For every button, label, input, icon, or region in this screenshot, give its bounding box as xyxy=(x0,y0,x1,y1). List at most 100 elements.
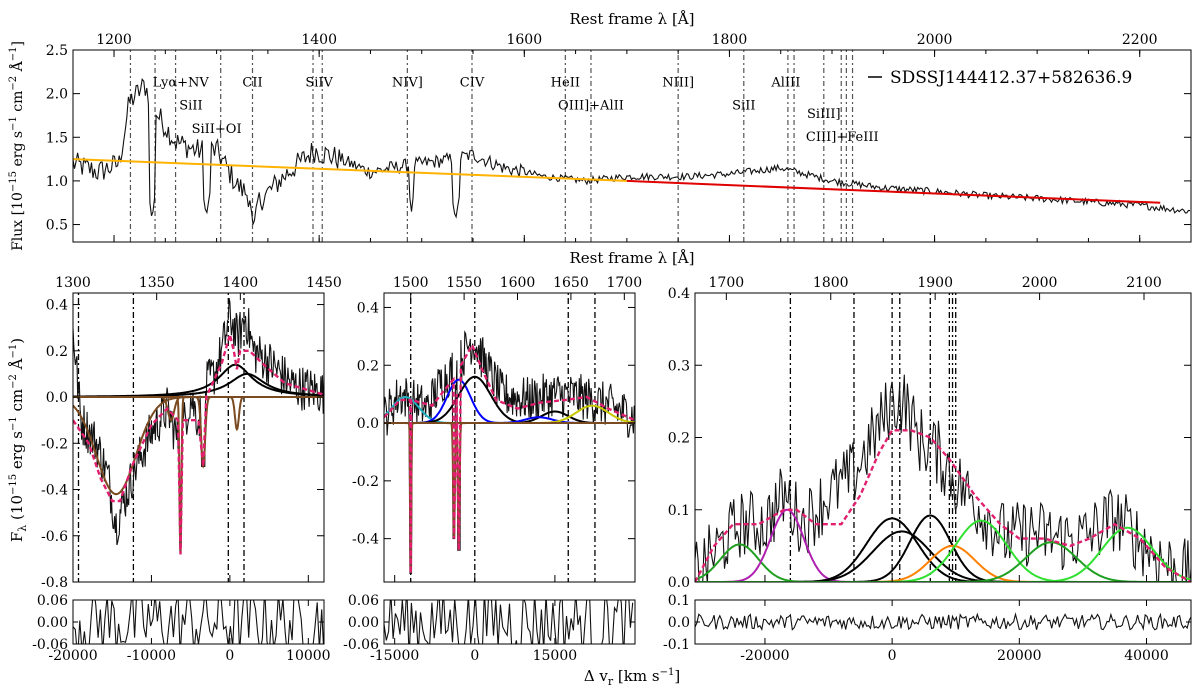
y-tick-label: -0.2 xyxy=(41,436,68,452)
x-tick-label: 10000 xyxy=(286,648,331,664)
panel-frame xyxy=(72,292,325,583)
residual-y-tick-label: -0.06 xyxy=(343,637,379,653)
residual-y-tick-label: 0.1 xyxy=(668,593,690,609)
top-x-tick-label: 1900 xyxy=(917,275,953,291)
residual-siiv: -0.06 0.00 0.06 -20000 -10000 0 10000 xyxy=(32,593,331,664)
y-tick-label: -0.4 xyxy=(41,483,68,499)
residual-frame xyxy=(694,599,1192,645)
line-label: OIII]+AlII xyxy=(558,98,624,113)
x-tick-label: 40000 xyxy=(1124,648,1169,664)
x-tick-label: 20000 xyxy=(997,648,1042,664)
top-x-tick-label: 1350 xyxy=(139,275,175,291)
top-xlabel: Rest frame λ [Å] xyxy=(569,10,694,28)
total-fit xyxy=(695,429,1191,582)
top-x-tick-label: 1500 xyxy=(393,275,429,291)
y-tick-label: 0.1 xyxy=(668,503,690,519)
top-ylabel: Flux [10−15 erg s−1 cm−2 Å−1] xyxy=(8,41,26,251)
line-label: NIII] xyxy=(662,76,694,91)
line-label: SiII+OI xyxy=(192,122,242,137)
gaussian-component xyxy=(695,519,1191,582)
residual-line xyxy=(695,612,1191,631)
absorption-component xyxy=(73,396,324,422)
y-tick-label: -0.8 xyxy=(41,575,68,591)
panel-ciii: 0.0 0.1 0.2 0.3 0.4 1700 1800 1900 2000 2100 xyxy=(668,275,1192,591)
absorption-component xyxy=(384,422,635,574)
top-x-tick-label: 1550 xyxy=(446,275,482,291)
plot-area xyxy=(384,293,635,582)
panel-civ: -0.4 -0.2 0.0 0.2 0.4 1500 1550 1600 1650 1700 xyxy=(352,275,642,583)
gaussian-component xyxy=(695,544,1191,582)
x-tick-label: 1800 xyxy=(712,32,748,48)
x-tick-label: 1600 xyxy=(506,32,542,48)
line-label: HeII xyxy=(551,76,580,91)
residual-y-tick-label: 0.0 xyxy=(668,615,690,631)
y-tick-label: 0.2 xyxy=(46,344,68,360)
spectrum-line xyxy=(695,374,1191,582)
top-x-tick-label: 1800 xyxy=(813,275,849,291)
x-tick-label: 2200 xyxy=(1122,32,1158,48)
y-tick-label: 0.2 xyxy=(357,358,379,374)
top-x-tick-label: 1300 xyxy=(55,275,91,291)
y-tick-label: 2.0 xyxy=(46,87,68,103)
line-label: SiIII] xyxy=(807,107,841,122)
y-tick-label: 0.3 xyxy=(668,358,690,374)
residual-area xyxy=(73,600,324,644)
line-label: SiIV xyxy=(305,76,333,91)
x-tick-label: -20000 xyxy=(48,648,97,664)
y-tick-label: 2.5 xyxy=(46,43,68,59)
y-tick-label: 0.0 xyxy=(668,575,690,591)
top-panel: Lyα+NV SiII SiII+OI CII SiIV NIV] CIV HeII OIII]… xyxy=(46,32,1192,243)
gaussian-component xyxy=(695,526,1191,582)
line-label: AlIII xyxy=(770,76,800,91)
spectrum-line xyxy=(73,78,1191,225)
plot-area xyxy=(695,293,1191,582)
y-tick-label: 0.2 xyxy=(668,431,690,447)
residual-y-tick-label: -0.1 xyxy=(663,637,690,653)
line-label: NIV] xyxy=(392,76,423,91)
absorption-component xyxy=(384,422,635,551)
top-x-tick-label: 1650 xyxy=(553,275,589,291)
top-frame xyxy=(72,49,1192,243)
residual-ciii: -0.1 0.0 0.1 -20000 0 20000 40000 xyxy=(663,593,1192,664)
residual-area xyxy=(384,600,634,644)
continuum-left xyxy=(73,158,627,182)
line-label: CIV xyxy=(460,76,485,91)
legend-label: SDSSJ144412.37+582636.9 xyxy=(890,68,1132,88)
x-tick-label: 0 xyxy=(470,648,479,664)
y-tick-label: -0.4 xyxy=(352,532,379,548)
x-tick-label: -10000 xyxy=(127,648,176,664)
y-tick-label: 0.4 xyxy=(357,300,379,316)
gaussian-component xyxy=(695,541,1191,582)
residual-y-tick-label: 0.06 xyxy=(348,593,379,609)
x-tick-label: -20000 xyxy=(740,648,789,664)
y-tick-label: 1.5 xyxy=(46,130,68,146)
residual-y-tick-label: 0.06 xyxy=(37,593,68,609)
gaussian-component xyxy=(695,514,1191,582)
plot-area xyxy=(73,293,324,582)
panel-siiv: -0.8 -0.6 -0.4 -0.2 0.0 0.2 0.4 1300 1350 1400 145… xyxy=(41,275,342,591)
line-label: CII xyxy=(242,76,262,91)
bottom-xlabel: Δ vr [km s−1] xyxy=(584,667,680,688)
top-x-tick-label: 1450 xyxy=(306,275,342,291)
total-fit xyxy=(73,329,324,555)
x-tick-label: 2000 xyxy=(917,32,953,48)
y-tick-label: 1.0 xyxy=(46,174,68,190)
line-label: SiII xyxy=(179,98,202,113)
y-tick-label: -0.2 xyxy=(352,474,379,490)
absorption-component xyxy=(384,422,635,538)
x-tick-label: -15000 xyxy=(370,648,419,664)
residual-line xyxy=(73,600,324,644)
panel-frame xyxy=(383,292,636,583)
y-tick-label: -0.6 xyxy=(41,529,68,545)
top-plot-area xyxy=(73,50,1191,242)
residual-area xyxy=(695,612,1191,631)
x-tick-label: 15000 xyxy=(533,648,578,664)
top-x-tick-label: 1700 xyxy=(606,275,642,291)
gaussian-component xyxy=(695,508,1191,582)
spectrum-line xyxy=(384,330,635,574)
top-x-tick-label: 1400 xyxy=(223,275,259,291)
panel-frame xyxy=(694,292,1192,583)
gaussian-component xyxy=(695,530,1191,582)
absorption-component xyxy=(73,396,324,496)
line-label: CIII]+FeIII xyxy=(806,130,879,145)
